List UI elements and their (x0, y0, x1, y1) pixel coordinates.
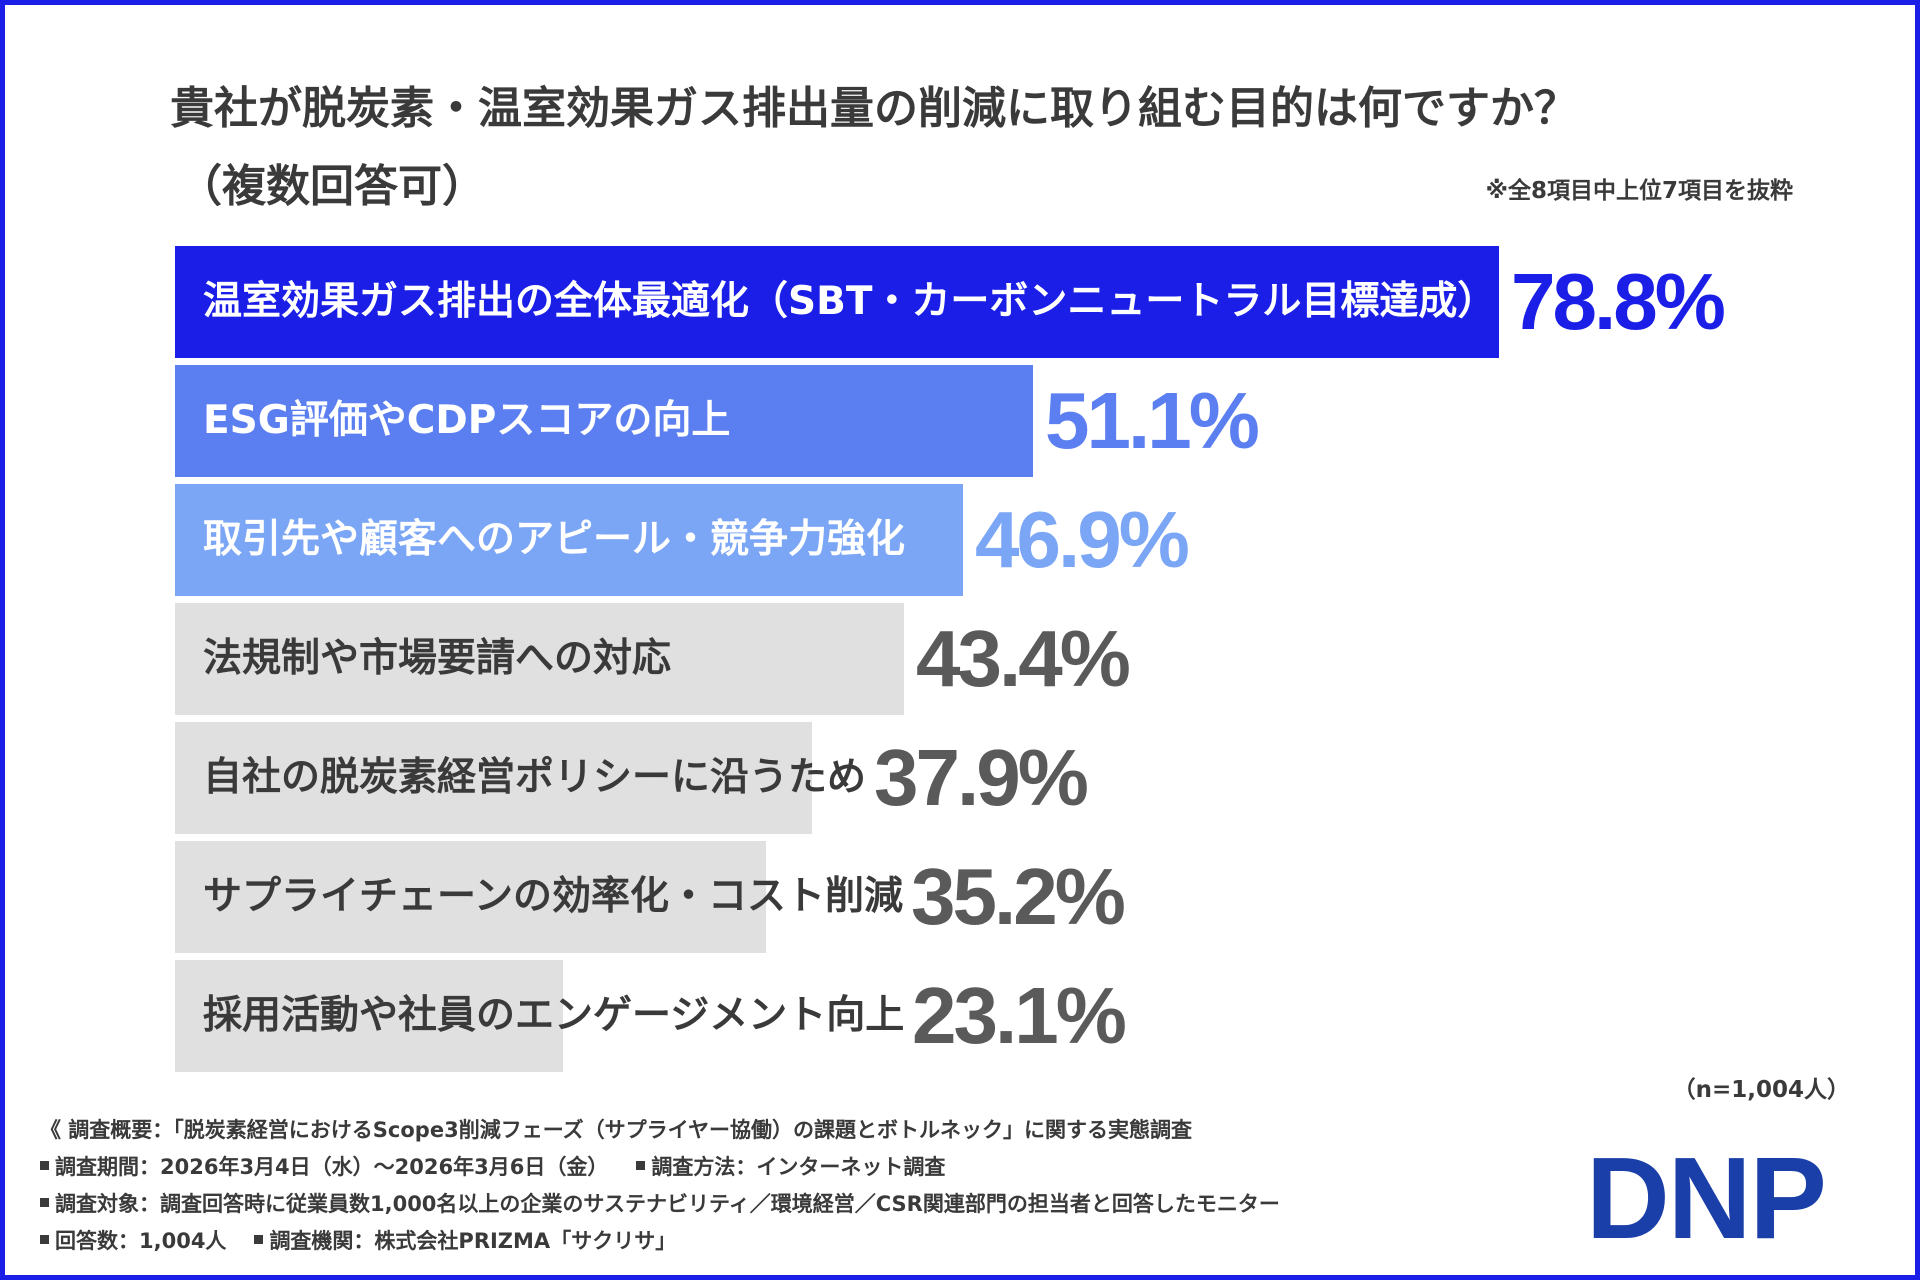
bar-value-label: 35.2% (911, 852, 1126, 941)
bar-label: 自社の脱炭素経営ポリシーに沿うため (203, 755, 867, 800)
bar (175, 365, 1033, 477)
bar-chart: 温室効果ガス排出の全体最適化（SBT・カーボンニュートラル目標達成） 78.8% E… (175, 246, 1726, 1072)
chart-title: 貴社が脱炭素・温室効果ガス排出量の削減に取り組む目的は何ですか？ （複数回答可） (170, 70, 1790, 226)
bar (175, 722, 812, 834)
survey-overview-line: 《 調査概要：「脱炭素経営におけるScope3削減フェーズ（サプライヤー協働）の… (40, 1118, 1193, 1142)
survey-organization: 調査機関：株式会社PRIZMA「サクリサ」 (269, 1229, 677, 1253)
survey-period-line: 調査期間：2026年3月4日（水）～2026年3月6日（金） 調査方法：インターネ… (40, 1149, 1520, 1186)
bar (175, 484, 963, 596)
bar-value-label: 46.9% (975, 495, 1190, 584)
title-line-1: 貴社が脱炭素・温室効果ガス排出量の削減に取り組む目的は何ですか？ (170, 83, 1578, 134)
survey-target-line: 調査対象：調査回答時に従業員数1,000名以上の企業のサステナビリティ／環境経営… (40, 1186, 1520, 1223)
bar-label: 法規制や市場要請への対応 (203, 636, 672, 681)
dnp-logo: DNP (1586, 1133, 1827, 1263)
survey-period: 調査期間：2026年3月4日（水）～2026年3月6日（金） (55, 1155, 609, 1179)
bar (175, 960, 563, 1072)
sample-size-note: （n=1,004人） (1672, 1077, 1850, 1103)
title-line-2: （複数回答可） (178, 161, 486, 212)
bullet-square (40, 1198, 49, 1207)
bullet-square (40, 1161, 49, 1170)
survey-responses-line: 回答数：1,004人 調査機関：株式会社PRIZMA「サクリサ」 (40, 1223, 1520, 1260)
bar-label: 採用活動や社員のエンゲージメント向上 (203, 993, 905, 1038)
bar-value-label: 37.9% (874, 733, 1089, 822)
items-note: ※全8項目中上位7項目を抜粋 (1485, 178, 1793, 204)
bullet-square (636, 1161, 646, 1170)
survey-method: 調査方法：インターネット調査 (651, 1155, 946, 1179)
bullet-square (40, 1235, 49, 1244)
bar (175, 603, 904, 715)
bar-label: サプライチェーンの効率化・コスト削減 (203, 874, 904, 919)
bar-label: 温室効果ガス排出の全体最適化（SBT・カーボンニュートラル目標達成） (203, 279, 1497, 324)
bar-label: ESG評価やCDPスコアの向上 (203, 398, 731, 443)
bar-value-label: 23.1% (912, 971, 1127, 1060)
bar (175, 246, 1499, 358)
bar-value-label: 51.1% (1045, 376, 1260, 465)
bar-value-label: 78.8% (1511, 257, 1726, 346)
bar (175, 841, 766, 953)
survey-target: 調査対象：調査回答時に従業員数1,000名以上の企業のサステナビリティ／環境経営… (55, 1192, 1280, 1216)
survey-responses: 回答数：1,004人 (55, 1229, 227, 1253)
bar-value-label: 43.4% (916, 614, 1131, 703)
bar-label: 取引先や顧客へのアピール・競争力強化 (203, 517, 906, 562)
survey-overview: 《 調査概要：「脱炭素経営におけるScope3削減フェーズ（サプライヤー協働）の… (40, 1112, 1520, 1260)
bullet-square (254, 1235, 264, 1244)
